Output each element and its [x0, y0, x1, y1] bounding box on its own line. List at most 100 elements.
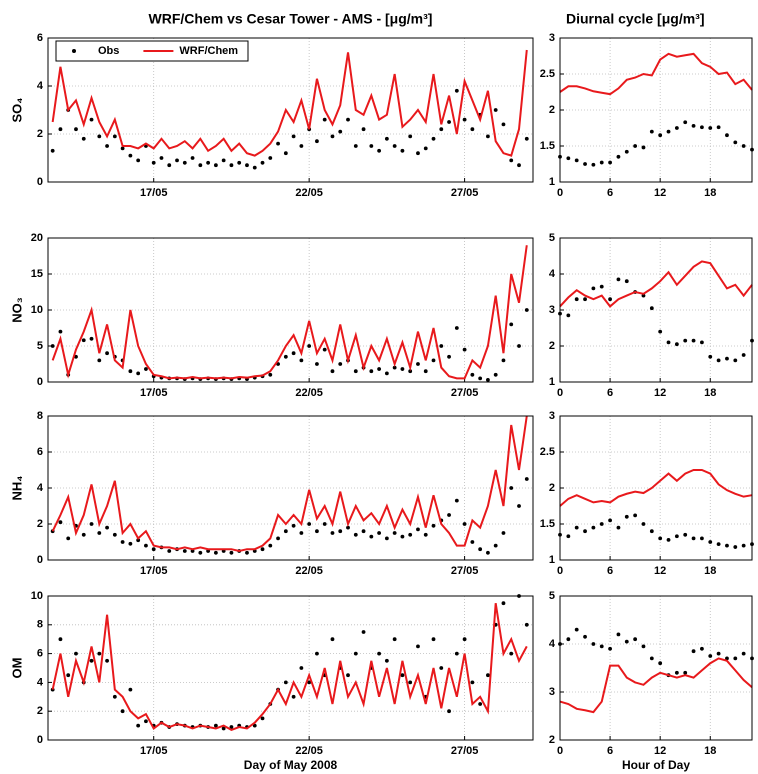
obs-point [641, 644, 646, 649]
obs-point [89, 522, 94, 526]
obs-point [408, 532, 413, 537]
obs-point [283, 354, 288, 359]
obs-point [283, 151, 288, 156]
obs-point [198, 163, 203, 168]
obs-point [221, 726, 226, 731]
obs-point [708, 654, 713, 658]
obs-point [384, 658, 389, 663]
obs-point [392, 365, 397, 370]
y-tick-label: 3 [549, 304, 555, 316]
obs-point [431, 358, 436, 363]
model-line [559, 657, 753, 714]
obs-point [524, 622, 529, 627]
x-tick-label: 17/05 [140, 745, 168, 757]
obs-point [136, 371, 141, 376]
y-tick-label: 3 [549, 686, 555, 698]
obs-point [616, 277, 621, 282]
obs-point [583, 162, 587, 166]
obs-point [268, 543, 273, 548]
obs-point [112, 532, 117, 537]
obs-point [105, 525, 109, 530]
obs-point [691, 338, 696, 343]
obs-point [447, 120, 451, 124]
obs-point [591, 525, 596, 530]
obs-point [566, 313, 571, 318]
y-tick-label: 10 [31, 590, 43, 602]
obs-point [486, 377, 490, 382]
obs-point [633, 637, 638, 642]
obs-point [666, 129, 671, 134]
obs-point [416, 644, 420, 649]
obs-point [307, 344, 312, 348]
y-axis-label: SO₄ [9, 98, 24, 123]
obs-point [416, 527, 420, 532]
obs-point [353, 651, 358, 656]
obs-point [299, 144, 304, 148]
y-tick-label: 2.5 [540, 446, 555, 458]
obs-point [658, 536, 663, 541]
obs-point [66, 536, 71, 541]
y-tick-label: 6 [37, 32, 43, 44]
obs-point [315, 529, 319, 534]
obs-point [447, 354, 451, 359]
obs-point [260, 160, 265, 165]
y-tick-label: 2 [549, 734, 555, 746]
obs-point [89, 117, 94, 122]
obs-point [221, 158, 226, 163]
obs-point [299, 666, 304, 670]
obs-point [369, 144, 374, 148]
obs-point [624, 639, 629, 644]
obs-point [708, 354, 713, 359]
obs-point [136, 158, 141, 163]
obs-point [633, 513, 638, 518]
obs-point [97, 134, 102, 139]
x-tick-label: 0 [557, 387, 563, 399]
obs-point [700, 340, 704, 345]
obs-point [493, 372, 498, 377]
y-tick-label: 0 [37, 176, 43, 188]
obs-point [81, 136, 86, 141]
obs-point [128, 153, 133, 158]
obs-point [151, 547, 156, 552]
y-tick-label: 2 [549, 104, 555, 116]
plot-frame [559, 415, 753, 561]
obs-point [307, 680, 312, 685]
x-tick-label: 12 [654, 187, 666, 199]
obs-point [509, 322, 514, 327]
obs-point [591, 162, 596, 167]
obs-point [353, 369, 358, 374]
obs-point [392, 531, 397, 535]
obs-point [674, 126, 679, 130]
obs-point [144, 719, 148, 724]
obs-point [649, 656, 654, 661]
obs-point [641, 522, 646, 526]
y-tick-label: 0 [37, 376, 43, 388]
obs-point [291, 694, 296, 699]
obs-point [384, 371, 389, 376]
obs-point [470, 680, 475, 685]
obs-point [377, 531, 382, 535]
obs-point [517, 344, 521, 348]
obs-point [470, 372, 475, 377]
obs-point [369, 534, 374, 539]
y-tick-label: 5 [549, 590, 555, 602]
obs-point [213, 163, 218, 168]
y-tick-label: 5 [549, 232, 555, 244]
obs-point [190, 156, 195, 160]
obs-point [423, 369, 428, 374]
x-tick-label: 0 [557, 745, 563, 757]
y-tick-label: 4 [549, 268, 556, 280]
y-tick-label: 3 [549, 410, 555, 422]
obs-point [58, 329, 63, 334]
obs-point [400, 367, 405, 371]
obs-point [700, 646, 704, 651]
obs-point [708, 540, 713, 544]
legend-label: WRF/Chem [179, 45, 238, 57]
obs-point [144, 367, 148, 371]
obs-point [144, 543, 148, 548]
obs-point [591, 642, 596, 646]
obs-point [741, 144, 746, 148]
x-axis-label: Day of May 2008 [244, 758, 338, 772]
obs-point [608, 646, 612, 651]
x-tick-label: 22/05 [295, 387, 323, 399]
